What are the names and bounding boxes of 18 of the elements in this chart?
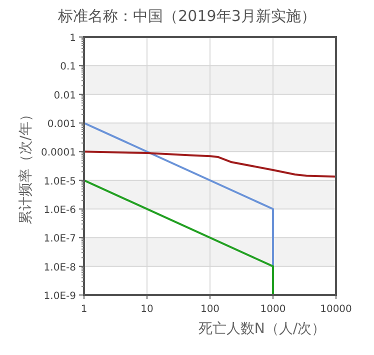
y-tick-label: 0.01 xyxy=(54,90,76,102)
x-tick-label: 1 xyxy=(80,304,88,315)
y-tick-label: 1.0E-8 xyxy=(44,262,76,274)
x-tick-label: 100 xyxy=(200,304,220,315)
x-tick-label: 10 xyxy=(140,304,154,315)
x-tick-label: 1000 xyxy=(260,304,286,315)
y-tick-label: 0.0001 xyxy=(41,148,76,159)
y-tick-label: 1.0E-9 xyxy=(44,291,76,302)
y-tick-label: 1.0E-7 xyxy=(44,234,76,245)
x-axis-title: 死亡人数N（人/次） xyxy=(198,321,326,337)
chart-title: 标准名称：中国（2019年3月新实施） xyxy=(57,7,316,25)
y-axis-title: 累计频率（次/年） xyxy=(18,108,34,224)
x-tick-label: 10000 xyxy=(320,304,352,315)
y-tick-label: 1 xyxy=(70,33,76,44)
y-tick-label: 0.1 xyxy=(60,62,76,73)
y-tick-label: 1.0E-5 xyxy=(44,176,76,188)
y-tick-label: 1.0E-6 xyxy=(44,205,76,216)
y-tick-label: 0.001 xyxy=(47,119,76,130)
